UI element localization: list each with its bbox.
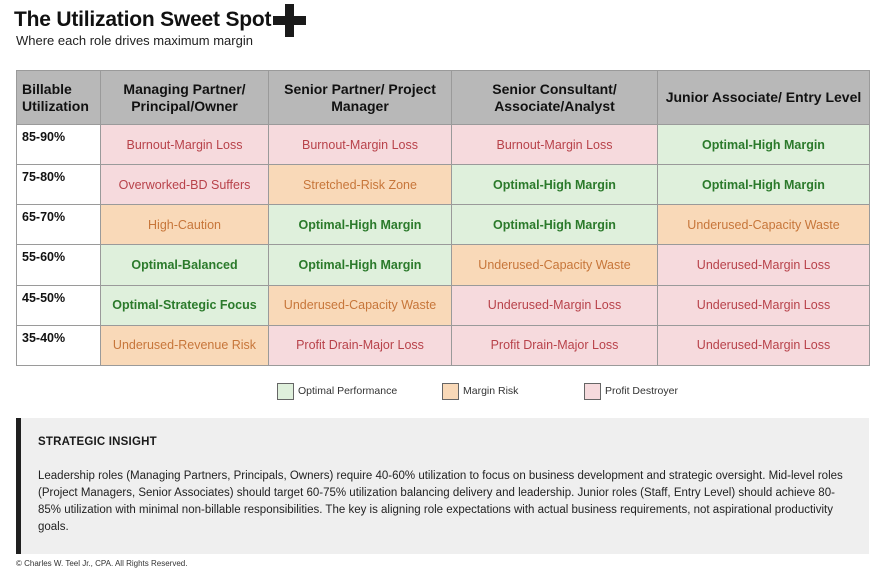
- matrix-cell-profit-destroyer: Overworked-BD Suffers: [100, 164, 269, 206]
- table-row: 85-90% Burnout-Margin Loss Burnout-Margin …: [16, 123, 870, 166]
- table-header-row: Billable Utilization Managing Partner/ P…: [16, 70, 870, 125]
- header-billable-utilization: Billable Utilization: [16, 70, 101, 125]
- matrix-cell-profit-destroyer: Underused-Margin Loss: [657, 244, 870, 286]
- row-label-utilization: 65-70%: [16, 204, 101, 246]
- legend-item-margin-risk: Margin Risk: [442, 382, 518, 400]
- copyright-footer: © Charles W. Teel Jr., CPA. All Rights R…: [16, 559, 188, 568]
- page-subtitle: Where each role drives maximum margin: [16, 33, 253, 48]
- header-senior-consultant: Senior Consultant/ Associate/Analyst: [451, 70, 658, 125]
- legend-label-margin-risk: Margin Risk: [463, 385, 519, 397]
- legend-label-profit-destroyer: Profit Destroyer: [605, 385, 678, 397]
- matrix-cell-margin-risk: Underused-Capacity Waste: [451, 244, 658, 286]
- header-junior-associate: Junior Associate/ Entry Level: [657, 70, 870, 125]
- matrix-cell-optimal: Optimal-High Margin: [657, 123, 870, 166]
- row-label-utilization: 55-60%: [16, 244, 101, 286]
- plus-icon: [272, 2, 308, 38]
- row-label-utilization: 35-40%: [16, 324, 101, 367]
- matrix-cell-profit-destroyer: Burnout-Margin Loss: [451, 123, 658, 166]
- table-row: 65-70% High-Caution Optimal-High Margin Opt…: [16, 204, 870, 246]
- row-label-utilization: 45-50%: [16, 284, 101, 326]
- matrix-cell-profit-destroyer: Burnout-Margin Loss: [268, 123, 452, 166]
- page-title: The Utilization Sweet Spot: [14, 8, 272, 31]
- legend-swatch-margin-risk: [442, 382, 459, 400]
- matrix-cell-optimal: Optimal-Balanced: [100, 244, 269, 286]
- table-row: 45-50% Optimal-Strategic Focus Underused-C…: [16, 284, 870, 326]
- matrix-cell-optimal: Optimal-High Margin: [451, 204, 658, 246]
- row-label-utilization: 85-90%: [16, 123, 101, 166]
- matrix-cell-margin-risk: Underused-Revenue Risk: [100, 324, 269, 367]
- utilization-matrix: Billable Utilization Managing Partner/ P…: [16, 70, 870, 367]
- legend-swatch-optimal: [277, 382, 294, 400]
- matrix-cell-profit-destroyer: Profit Drain-Major Loss: [451, 324, 658, 367]
- matrix-cell-margin-risk: Stretched-Risk Zone: [268, 164, 452, 206]
- matrix-cell-margin-risk: Underused-Capacity Waste: [657, 204, 870, 246]
- legend-item-optimal: Optimal Performance: [277, 382, 397, 400]
- matrix-cell-profit-destroyer: Profit Drain-Major Loss: [268, 324, 452, 367]
- matrix-cell-optimal: Optimal-Strategic Focus: [100, 284, 269, 326]
- header-senior-partner: Senior Partner/ Project Manager: [268, 70, 452, 125]
- insight-heading: STRATEGIC INSIGHT: [38, 436, 157, 448]
- matrix-cell-optimal: Optimal-High Margin: [268, 204, 452, 246]
- strategic-insight-panel: STRATEGIC INSIGHT Leadership roles (Mana…: [16, 418, 869, 554]
- matrix-cell-optimal: Optimal-High Margin: [268, 244, 452, 286]
- table-row: 55-60% Optimal-Balanced Optimal-High Margi…: [16, 244, 870, 286]
- legend-item-profit-destroyer: Profit Destroyer: [584, 382, 678, 400]
- legend-swatch-profit-destroyer: [584, 382, 601, 400]
- table-row: 75-80% Overworked-BD Suffers Stretched-Ris…: [16, 164, 870, 206]
- matrix-cell-margin-risk: Underused-Capacity Waste: [268, 284, 452, 326]
- matrix-cell-optimal: Optimal-High Margin: [657, 164, 870, 206]
- matrix-cell-profit-destroyer: Burnout-Margin Loss: [100, 123, 269, 166]
- matrix-cell-margin-risk: High-Caution: [100, 204, 269, 246]
- row-label-utilization: 75-80%: [16, 164, 101, 206]
- table-row: 35-40% Underused-Revenue Risk Profit Drain…: [16, 324, 870, 367]
- matrix-cell-profit-destroyer: Underused-Margin Loss: [657, 284, 870, 326]
- legend-label-optimal: Optimal Performance: [298, 385, 398, 397]
- matrix-cell-optimal: Optimal-High Margin: [451, 164, 658, 206]
- matrix-cell-profit-destroyer: Underused-Margin Loss: [657, 324, 870, 367]
- header-managing-partner: Managing Partner/ Principal/Owner: [100, 70, 269, 125]
- insight-body: Leadership roles (Managing Partners, Pri…: [38, 470, 843, 533]
- matrix-cell-profit-destroyer: Underused-Margin Loss: [451, 284, 658, 326]
